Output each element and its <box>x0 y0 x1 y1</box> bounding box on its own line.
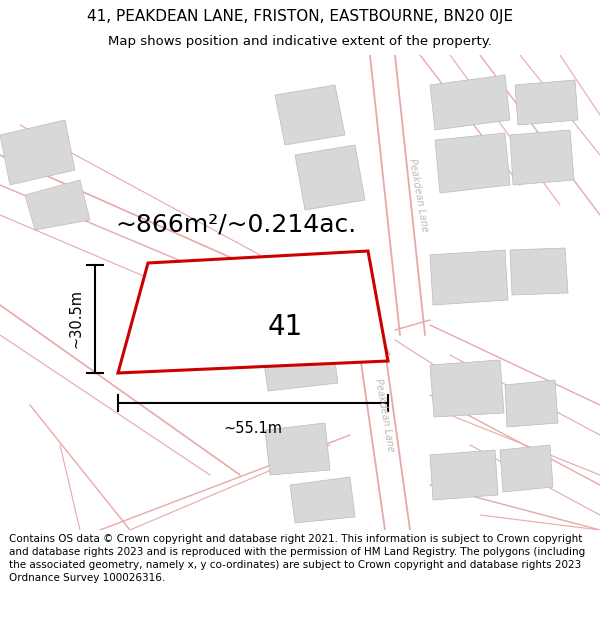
Polygon shape <box>295 145 365 210</box>
Text: Peakdean Lane: Peakdean Lane <box>407 158 430 232</box>
Polygon shape <box>0 120 75 185</box>
Text: Contains OS data © Crown copyright and database right 2021. This information is : Contains OS data © Crown copyright and d… <box>9 534 585 583</box>
Polygon shape <box>260 325 338 391</box>
Polygon shape <box>430 250 508 305</box>
Polygon shape <box>430 450 498 500</box>
Polygon shape <box>515 80 578 125</box>
Polygon shape <box>430 360 504 417</box>
Polygon shape <box>290 477 355 523</box>
Polygon shape <box>118 251 388 373</box>
Polygon shape <box>435 133 510 193</box>
Polygon shape <box>510 248 568 295</box>
Polygon shape <box>500 445 553 492</box>
Polygon shape <box>505 380 558 427</box>
Text: Peakdean Lane: Peakdean Lane <box>373 378 396 452</box>
Text: ~55.1m: ~55.1m <box>223 421 283 436</box>
Text: 41: 41 <box>268 313 303 341</box>
Text: ~866m²/~0.214ac.: ~866m²/~0.214ac. <box>115 213 356 237</box>
Polygon shape <box>25 180 90 230</box>
Text: 41, PEAKDEAN LANE, FRISTON, EASTBOURNE, BN20 0JE: 41, PEAKDEAN LANE, FRISTON, EASTBOURNE, … <box>87 9 513 24</box>
Polygon shape <box>275 85 345 145</box>
Text: ~30.5m: ~30.5m <box>68 289 83 349</box>
Polygon shape <box>430 75 510 130</box>
Polygon shape <box>510 130 574 185</box>
Text: Map shows position and indicative extent of the property.: Map shows position and indicative extent… <box>108 35 492 48</box>
Polygon shape <box>265 423 330 475</box>
